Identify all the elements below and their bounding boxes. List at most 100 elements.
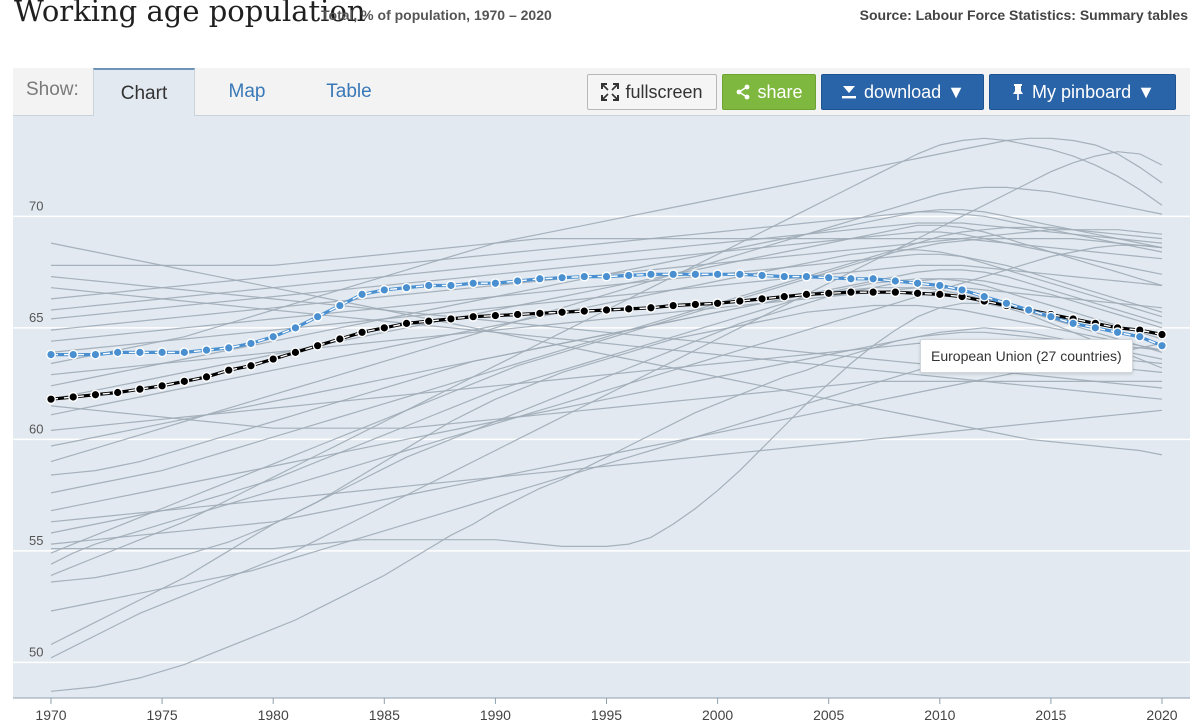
y-tick-label: 65	[29, 310, 43, 325]
eu27-point	[468, 278, 479, 289]
x-tick-label: 1990	[480, 707, 511, 723]
highlight-black-point	[668, 300, 679, 311]
page-title: Working age population	[14, 0, 366, 28]
chart-subtitle: Total, % of population, 1970 – 2020	[321, 7, 552, 23]
pinboard-button[interactable]: My pinboard ▼	[989, 74, 1176, 110]
eu27-point	[201, 345, 212, 356]
eu27-point	[68, 349, 79, 360]
series-tooltip: European Union (27 countries)	[920, 339, 1133, 373]
eu27-point	[245, 338, 256, 349]
eu27-point	[1068, 318, 1079, 329]
tab-map[interactable]: Map	[228, 81, 266, 102]
x-tick-label: 1980	[258, 707, 289, 723]
series-line	[51, 302, 1163, 550]
eu27-point	[623, 270, 634, 281]
eu27-point	[401, 282, 412, 293]
chevron-down-icon: ▼	[947, 81, 965, 102]
eu27-point	[423, 280, 434, 291]
x-tick-label: 1975	[147, 707, 178, 723]
x-tick-label: 1970	[35, 707, 66, 723]
line-chart[interactable]: 50 55 60 65 70 1970 1975 1980 1985 1990 1995 2000 20…	[13, 116, 1190, 726]
eu27-point	[1134, 331, 1145, 342]
share-button[interactable]: share	[722, 74, 816, 110]
highlight-black-point	[379, 322, 390, 333]
eu27-point	[1001, 298, 1012, 309]
eu27-dash	[51, 273, 1163, 356]
highlight-black-point	[268, 354, 279, 365]
x-tick-label: 1985	[369, 707, 400, 723]
fullscreen-button[interactable]: fullscreen	[587, 74, 717, 110]
highlight-black-point	[445, 313, 456, 324]
series-line	[50, 409, 1163, 523]
highlight-black-point	[334, 333, 345, 344]
highlight-black-point	[357, 327, 368, 338]
highlight-black-point	[712, 298, 723, 309]
highlight-black-point	[112, 387, 123, 398]
eu27-point	[890, 276, 901, 287]
highlight-black-point	[579, 306, 590, 317]
highlight-black-point	[46, 394, 57, 405]
series-line	[50, 278, 1163, 534]
eu27-point	[46, 349, 57, 360]
tab-table[interactable]: Table	[326, 81, 372, 102]
eu27-point	[1112, 327, 1123, 338]
series-line	[50, 380, 1162, 429]
share-label: share	[757, 81, 803, 102]
highlight-black-point	[912, 288, 923, 299]
x-tick-label: 2010	[924, 707, 955, 723]
download-button[interactable]: download ▼	[821, 74, 984, 110]
chevron-down-icon: ▼	[1137, 81, 1155, 102]
eu27-point	[1090, 322, 1101, 333]
series-line	[50, 264, 1163, 353]
y-tick-label: 70	[29, 198, 43, 213]
highlight-black-point	[201, 371, 212, 382]
highlight-black-point	[534, 308, 545, 319]
highlight-black-point	[690, 299, 701, 310]
eu27-point	[512, 276, 523, 287]
series-line	[51, 238, 1163, 266]
highlight-black-point	[890, 287, 901, 298]
eu27-point	[445, 280, 456, 291]
highlight-black-point	[1156, 329, 1167, 340]
eu27-point	[312, 311, 323, 322]
series-line	[50, 331, 1163, 512]
series-line	[50, 244, 1163, 565]
pin-icon	[1010, 83, 1026, 101]
eu27-point	[645, 269, 656, 280]
eu27-point	[1045, 311, 1056, 322]
eu27-point	[934, 280, 945, 291]
highlight-black-point	[179, 376, 190, 387]
download-icon	[840, 83, 858, 101]
series-line	[50, 186, 1163, 463]
download-label: download	[864, 81, 942, 102]
series-line	[50, 137, 1163, 365]
eu27-point	[90, 349, 101, 360]
highlight-black-point	[490, 310, 501, 321]
tab-chart[interactable]: Chart	[93, 68, 195, 116]
highlight-black-point	[734, 296, 745, 307]
eu27-point	[734, 269, 745, 280]
highlight-black-point	[134, 384, 145, 395]
highlight-black-point	[934, 289, 945, 300]
y-tick-label: 60	[29, 421, 43, 436]
eu27-point	[912, 278, 923, 289]
highlight-black-point	[245, 360, 256, 371]
pinboard-label: My pinboard	[1032, 81, 1132, 102]
series-line	[50, 304, 1163, 583]
y-tick-label: 55	[29, 533, 43, 548]
eu27-point	[1023, 304, 1034, 315]
eu27-point	[357, 289, 368, 300]
x-tick-label: 1995	[591, 707, 622, 723]
fullscreen-label: fullscreen	[625, 81, 703, 102]
eu27-point	[134, 347, 145, 358]
series-line	[50, 224, 1163, 400]
eu27-point	[112, 347, 123, 358]
series-line	[50, 327, 1163, 692]
series-line	[50, 269, 1163, 447]
eu27-point	[157, 347, 168, 358]
eu27-point	[179, 347, 190, 358]
share-icon	[735, 84, 751, 100]
highlight-black-point	[157, 380, 168, 391]
eu27-point	[534, 273, 545, 284]
chart-toolbar: Show: Chart Map Table fullscreen share	[13, 68, 1190, 116]
